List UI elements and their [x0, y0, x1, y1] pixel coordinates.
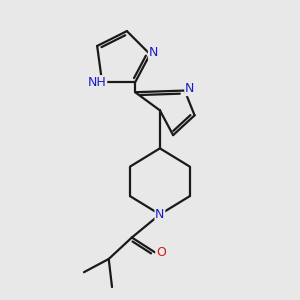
Text: N: N [155, 208, 165, 221]
Text: NH: NH [88, 76, 106, 89]
Text: O: O [156, 246, 166, 259]
Text: N: N [148, 46, 158, 59]
Text: N: N [185, 82, 194, 95]
